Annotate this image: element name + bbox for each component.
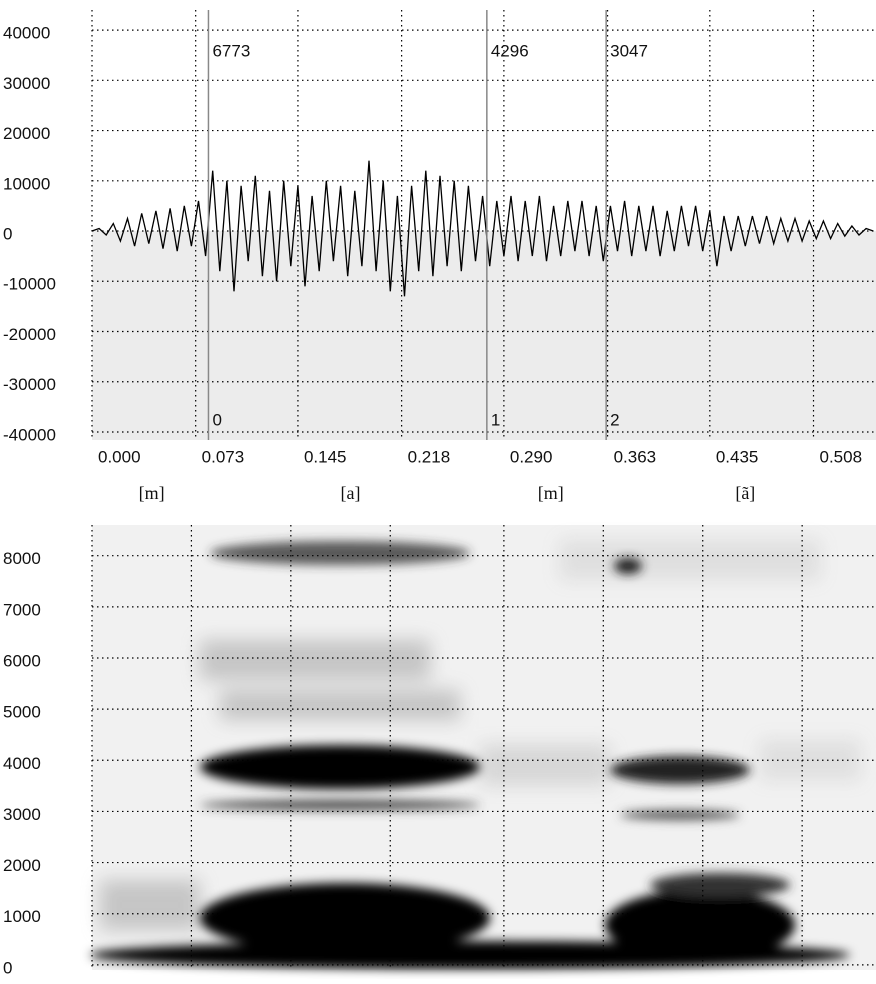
- y-tick-label: 2000: [3, 856, 41, 875]
- y-tick-label: -30000: [3, 375, 56, 394]
- y-tick-label: 6000: [3, 651, 41, 670]
- x-tick-label: 0.435: [716, 447, 759, 466]
- waveform: [91, 160, 874, 297]
- x-tick-label: 0.508: [820, 447, 863, 466]
- y-tick-label: 40000: [3, 24, 50, 43]
- y-tick-label: -10000: [3, 275, 56, 294]
- spectrogram-image: [90, 525, 876, 970]
- x-tick-label: 0.000: [98, 447, 141, 466]
- segment-label: [m]: [139, 483, 165, 503]
- marker-value: 4296: [491, 41, 529, 60]
- y-tick-label: 20000: [3, 124, 50, 143]
- x-tick-label: 0.290: [510, 447, 553, 466]
- x-tick-label: 0.363: [614, 447, 657, 466]
- y-tick-label: 4000: [3, 754, 41, 773]
- y-tick-label: 8000: [3, 549, 41, 568]
- y-tick-label: 7000: [3, 600, 41, 619]
- y-tick-label: 5000: [3, 703, 41, 722]
- segment-label: [ã]: [735, 483, 755, 503]
- y-tick-label: 3000: [3, 805, 41, 824]
- marker-index: 0: [212, 410, 221, 429]
- y-tick-label: 1000: [3, 907, 41, 926]
- segment-label: [a]: [341, 483, 361, 503]
- y-tick-label: 0: [3, 225, 12, 244]
- y-tick-label: -20000: [3, 325, 56, 344]
- negative-region: [92, 231, 876, 440]
- x-tick-label: 0.145: [304, 447, 347, 466]
- marker-index: 2: [610, 410, 619, 429]
- y-tick-label: -40000: [3, 425, 56, 444]
- y-tick-label: 0: [3, 958, 12, 977]
- y-tick-label: 10000: [3, 174, 50, 193]
- marker-index: 1: [491, 410, 500, 429]
- x-tick-label: 0.218: [408, 447, 451, 466]
- y-tick-label: 30000: [3, 74, 50, 93]
- marker-value: 3047: [610, 41, 648, 60]
- segment-label: [m]: [538, 483, 564, 503]
- marker-value: 6773: [212, 41, 250, 60]
- x-tick-label: 0.073: [202, 447, 245, 466]
